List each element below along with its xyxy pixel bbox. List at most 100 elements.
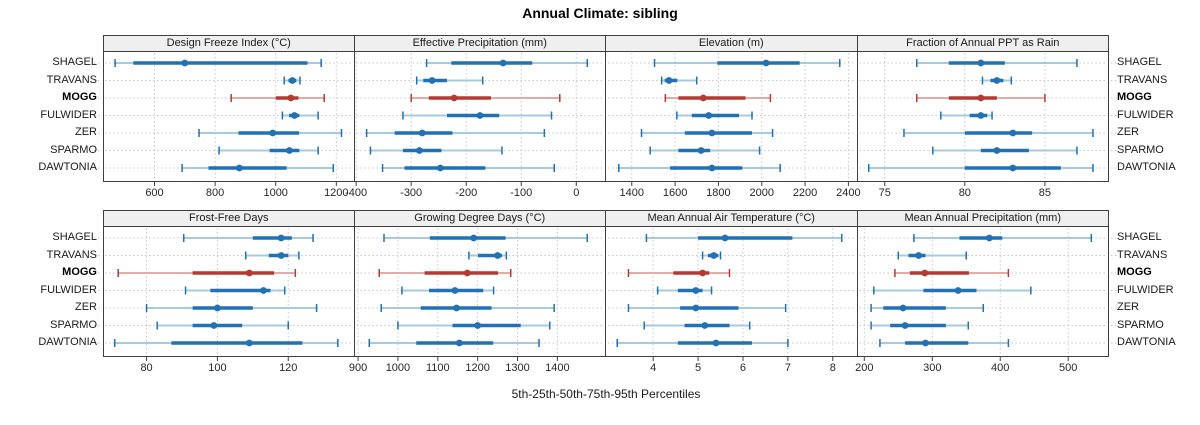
axis-tick-label: 400 xyxy=(991,362,1010,374)
median-dot xyxy=(260,287,267,294)
series-travans xyxy=(897,251,968,260)
series-shagel xyxy=(114,59,322,67)
median-dot xyxy=(291,112,298,119)
panel-body xyxy=(606,52,858,182)
station-label-right: TRAVANS xyxy=(1117,248,1168,261)
axis-tick-label: 1000 xyxy=(263,187,288,199)
series-zer xyxy=(198,129,343,137)
panel-body xyxy=(606,227,858,357)
station-label-right: ZER xyxy=(1117,301,1139,313)
station-label-left: SHAGEL xyxy=(52,231,97,243)
axis-tick-label: 800 xyxy=(205,187,225,199)
axis-tick-label: 900 xyxy=(348,362,368,374)
series-zer xyxy=(145,304,318,312)
series-dawtonia xyxy=(368,339,540,347)
series-zer xyxy=(870,304,984,312)
station-label-right: SPARMO xyxy=(1117,318,1164,331)
series-sparmo xyxy=(870,321,970,330)
median-dot xyxy=(1009,129,1017,137)
series-sparmo xyxy=(369,146,503,155)
station-label-left: DAWTONIA xyxy=(38,336,97,348)
panel-3 xyxy=(608,53,856,186)
axis-tick-label: 7 xyxy=(784,362,791,374)
axis-tick-label: 120 xyxy=(279,362,298,374)
median-dot xyxy=(954,287,962,294)
median-dot xyxy=(921,269,929,277)
axis-tick-label: 200 xyxy=(855,362,874,374)
axis-tick-label: 1000 xyxy=(385,362,411,374)
station-label-right: FULWIDER xyxy=(1117,108,1174,121)
median-dot xyxy=(214,304,221,312)
series-shagel xyxy=(645,234,843,242)
station-label-left: TRAVANS xyxy=(46,248,97,261)
median-dot xyxy=(428,77,436,84)
series-travans xyxy=(981,76,1013,85)
series-sparmo xyxy=(643,321,751,330)
median-dot xyxy=(899,304,907,312)
median-dot xyxy=(285,147,293,154)
panel-7 xyxy=(608,228,856,361)
median-dot xyxy=(418,129,426,137)
series-dawtonia xyxy=(616,339,789,347)
median-dot xyxy=(915,252,923,259)
series-shagel xyxy=(653,59,841,67)
axis-tick-label: 1400 xyxy=(545,362,570,374)
series-travans xyxy=(245,251,300,260)
series-dawtonia xyxy=(618,164,781,172)
station-label-left: MOGG xyxy=(62,91,97,103)
series-mogg xyxy=(378,269,512,277)
series-zer xyxy=(640,129,774,137)
axis-tick-label: 1100 xyxy=(425,362,450,374)
axis-tick-label: 2400 xyxy=(836,187,861,199)
median-dot xyxy=(710,252,718,259)
station-label-left: SPARMO xyxy=(50,143,97,156)
panel-6 xyxy=(356,228,604,361)
axis-tick-label: 1200 xyxy=(324,187,349,199)
axis-tick-label: 6 xyxy=(739,362,747,374)
series-fulwider xyxy=(402,111,553,120)
station-label-right: FULWIDER xyxy=(1117,283,1174,296)
median-dot xyxy=(901,322,909,329)
median-dot xyxy=(416,147,423,154)
median-dot xyxy=(699,269,706,277)
series-dawtonia xyxy=(113,339,339,347)
median-dot xyxy=(277,252,285,259)
series-fulwider xyxy=(873,286,1032,295)
series-dawtonia xyxy=(879,339,1010,347)
axis-tick-label: 300 xyxy=(923,362,942,374)
series-dawtonia xyxy=(867,164,1094,172)
series-dawtonia xyxy=(181,164,335,172)
axis-tick-label: 4 xyxy=(650,362,657,374)
median-dot xyxy=(494,252,501,259)
station-label-right: SPARMO xyxy=(1117,143,1164,156)
median-dot xyxy=(692,287,700,294)
series-travans xyxy=(283,76,301,85)
panel-8 xyxy=(859,228,1118,361)
station-label-left: SPARMO xyxy=(50,318,97,331)
series-sparmo xyxy=(932,146,1078,155)
median-dot xyxy=(1009,164,1017,172)
axis-tick-label: -200 xyxy=(455,187,478,199)
median-dot xyxy=(922,339,929,347)
panel-body xyxy=(857,227,1109,357)
series-mogg xyxy=(916,94,1046,102)
series-shagel xyxy=(425,59,589,67)
station-label-right: MOGG xyxy=(1117,91,1152,103)
panel-2 xyxy=(355,53,604,186)
axis-tick-label: 0 xyxy=(573,187,580,199)
median-dot xyxy=(245,339,253,347)
series-shagel xyxy=(913,234,1093,242)
median-dot xyxy=(453,304,460,312)
station-label-left: ZER xyxy=(75,301,97,313)
axis-tick-label: 5 xyxy=(695,362,702,374)
median-dot xyxy=(436,164,444,172)
station-label-left: FULWIDER xyxy=(40,108,97,121)
series-sparmo xyxy=(397,321,551,330)
median-dot xyxy=(210,322,218,329)
series-mogg xyxy=(894,269,1010,277)
series-zer xyxy=(903,129,1094,137)
station-label-right: TRAVANS xyxy=(1117,73,1168,86)
median-dot xyxy=(474,322,482,329)
median-dot xyxy=(993,77,1001,84)
panel-header: Fraction of Annual PPT as Rain xyxy=(857,35,1109,52)
